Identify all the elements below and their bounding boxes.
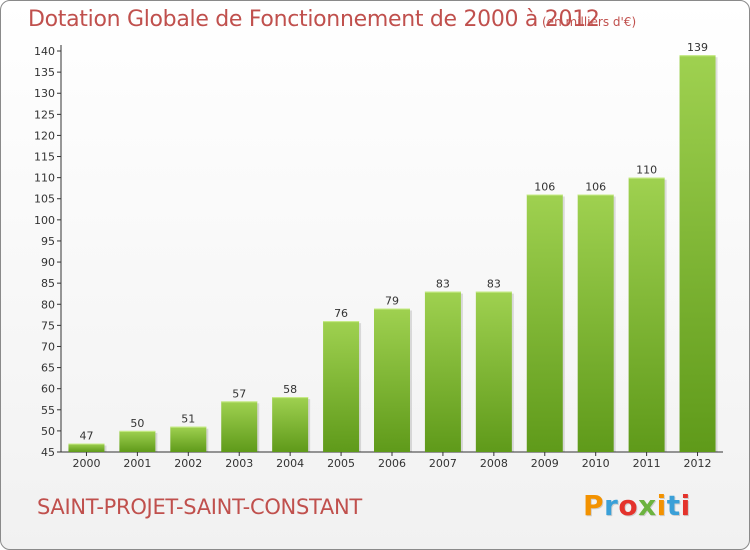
x-tick-label: 2004 xyxy=(276,457,304,470)
y-tick-label: 90 xyxy=(41,256,55,269)
data-label: 83 xyxy=(487,278,501,291)
data-label: 50 xyxy=(130,417,144,430)
proxiti-logo[interactable]: Proxiti xyxy=(583,489,691,522)
y-tick-label: 45 xyxy=(41,446,55,459)
bar xyxy=(323,321,360,452)
x-tick-label: 2001 xyxy=(123,457,151,470)
y-tick-label: 70 xyxy=(41,340,55,353)
x-tick-label: 2008 xyxy=(480,457,508,470)
y-tick-label: 65 xyxy=(41,362,55,375)
data-label: 139 xyxy=(687,41,708,54)
y-tick-label: 50 xyxy=(41,425,55,438)
bar xyxy=(221,401,258,452)
bar xyxy=(170,426,207,452)
bar xyxy=(475,291,512,452)
data-label: 106 xyxy=(585,181,606,194)
bar xyxy=(679,55,716,452)
bar xyxy=(119,430,156,452)
y-tick-label: 130 xyxy=(34,87,55,100)
y-tick-label: 80 xyxy=(41,298,55,311)
data-label: 47 xyxy=(79,430,93,443)
data-label: 76 xyxy=(334,307,348,320)
y-tick-label: 105 xyxy=(34,193,55,206)
commune-name: SAINT-PROJET-SAINT-CONSTANT xyxy=(37,495,362,519)
logo-letter: r xyxy=(604,489,619,522)
logo-letter: P xyxy=(583,489,605,522)
data-label: 106 xyxy=(534,181,555,194)
logo-letter: i xyxy=(656,489,667,522)
data-label: 57 xyxy=(232,387,246,400)
x-tick-label: 2010 xyxy=(582,457,610,470)
data-label: 79 xyxy=(385,294,399,307)
x-tick-label: 2000 xyxy=(72,457,100,470)
bar xyxy=(374,308,410,452)
y-tick-label: 115 xyxy=(34,151,55,164)
y-tick-label: 135 xyxy=(34,66,55,79)
y-tick-label: 140 xyxy=(34,45,55,58)
y-tick-label: 75 xyxy=(41,319,55,332)
bar xyxy=(68,443,105,452)
chart-subtitle: (en milliers d'€) xyxy=(542,15,637,29)
data-label: 51 xyxy=(181,413,195,426)
y-tick-label: 85 xyxy=(41,277,55,290)
bar xyxy=(424,291,461,452)
x-tick-label: 2009 xyxy=(531,457,559,470)
bar xyxy=(628,177,665,452)
x-tick-label: 2012 xyxy=(684,457,712,470)
bar xyxy=(526,194,563,452)
bar xyxy=(272,397,309,452)
y-tick-label: 55 xyxy=(41,404,55,417)
data-label: 110 xyxy=(636,164,657,177)
y-tick-label: 125 xyxy=(34,108,55,121)
y-tick-label: 110 xyxy=(34,172,55,185)
logo-letter: o xyxy=(618,489,639,522)
logo-letter: t xyxy=(666,489,681,522)
bar xyxy=(577,194,614,452)
y-tick-label: 60 xyxy=(41,383,55,396)
x-tick-label: 2003 xyxy=(225,457,253,470)
x-tick-label: 2005 xyxy=(327,457,355,470)
logo-letter: i xyxy=(680,489,691,522)
x-tick-label: 2011 xyxy=(633,457,661,470)
x-tick-label: 2002 xyxy=(174,457,202,470)
data-label: 83 xyxy=(436,278,450,291)
data-label: 58 xyxy=(283,383,297,396)
x-tick-label: 2007 xyxy=(429,457,457,470)
chart-title: Dotation Globale de Fonctionnement de 20… xyxy=(28,7,600,32)
x-tick-label: 2006 xyxy=(378,457,406,470)
y-tick-label: 100 xyxy=(34,214,55,227)
y-tick-label: 120 xyxy=(34,129,55,142)
logo-letter: x xyxy=(638,489,657,522)
y-tick-label: 95 xyxy=(41,235,55,248)
